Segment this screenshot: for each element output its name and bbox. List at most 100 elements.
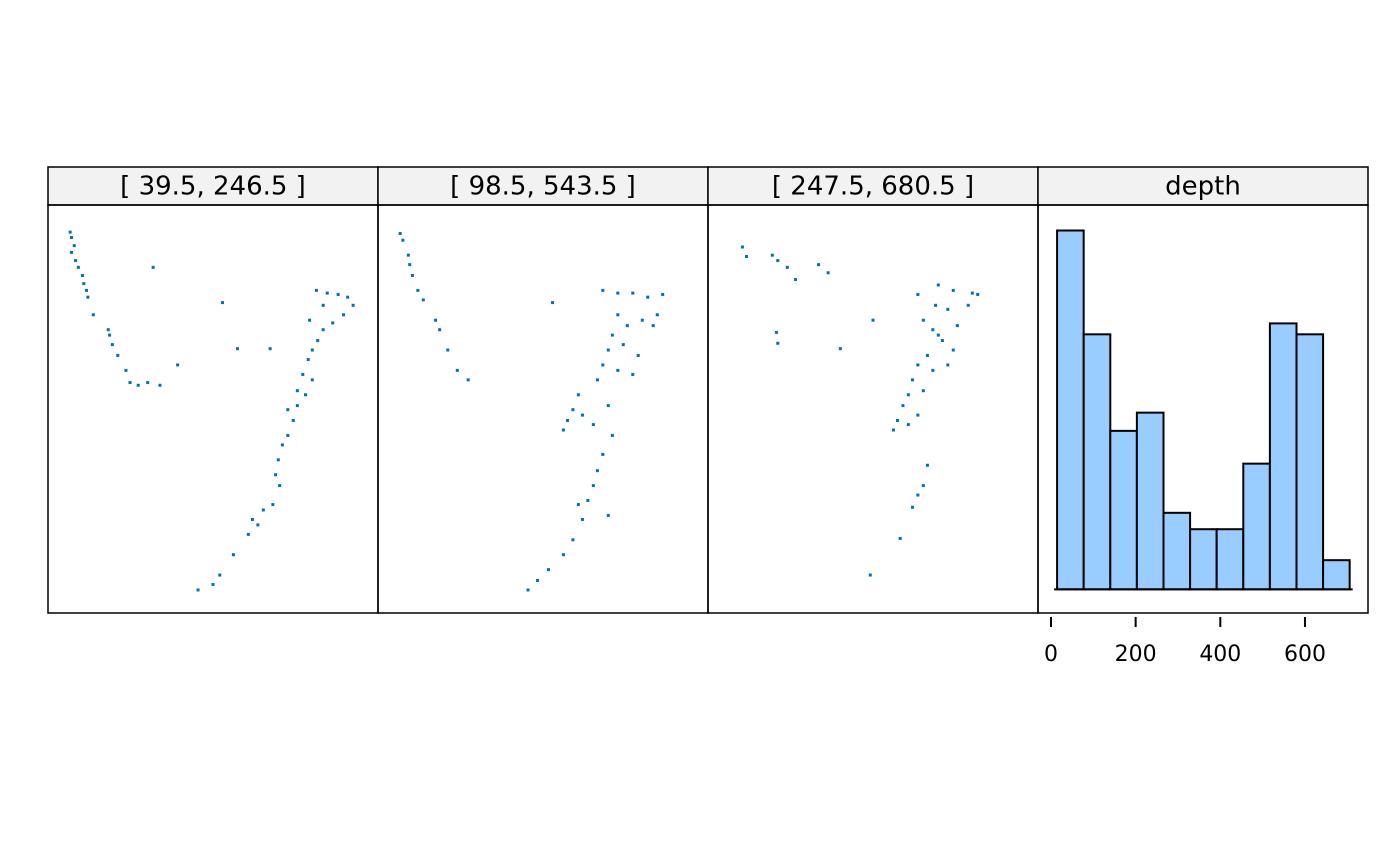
point xyxy=(271,503,275,507)
point xyxy=(610,433,614,437)
point xyxy=(595,469,599,473)
point xyxy=(651,324,655,328)
point xyxy=(661,292,665,296)
point xyxy=(278,484,282,488)
point xyxy=(211,583,215,587)
point xyxy=(235,347,239,351)
point xyxy=(616,368,620,372)
point xyxy=(321,303,325,307)
point xyxy=(176,363,180,367)
point xyxy=(306,358,310,362)
point xyxy=(303,393,307,397)
point xyxy=(571,408,575,412)
histogram-bar xyxy=(1215,528,1245,591)
point xyxy=(565,419,569,423)
strip-label: [ 247.5, 680.5 ] xyxy=(772,172,974,202)
strip xyxy=(47,166,379,206)
point xyxy=(221,301,225,305)
point xyxy=(398,231,402,235)
point xyxy=(446,348,450,352)
point xyxy=(286,433,290,437)
point xyxy=(84,288,88,292)
point xyxy=(128,381,132,385)
point xyxy=(70,236,74,240)
point xyxy=(906,423,910,427)
point xyxy=(116,353,120,357)
point xyxy=(231,553,235,557)
point xyxy=(136,383,140,387)
histogram-bar xyxy=(1189,528,1218,591)
point xyxy=(774,330,778,334)
point xyxy=(925,463,929,467)
point xyxy=(74,259,78,263)
histogram-bar xyxy=(1322,559,1351,591)
point xyxy=(936,283,940,287)
point xyxy=(280,443,284,447)
point xyxy=(146,381,150,385)
point xyxy=(934,303,938,307)
point xyxy=(606,404,610,408)
point xyxy=(776,341,780,345)
point xyxy=(646,295,650,299)
point xyxy=(526,588,530,592)
point xyxy=(256,523,260,527)
point xyxy=(595,378,599,382)
point xyxy=(342,313,346,317)
strip-label: [ 98.5, 543.5 ] xyxy=(450,172,636,202)
point xyxy=(301,372,305,376)
point xyxy=(408,263,412,267)
point xyxy=(871,318,875,322)
point xyxy=(744,255,748,259)
point xyxy=(606,348,610,352)
panel-border xyxy=(707,204,1039,614)
point xyxy=(925,353,929,357)
point xyxy=(936,333,940,337)
point xyxy=(416,288,420,292)
point xyxy=(406,253,410,257)
point xyxy=(955,324,959,328)
point xyxy=(331,321,335,325)
point xyxy=(625,324,629,328)
point xyxy=(785,265,789,269)
point xyxy=(421,298,425,302)
point xyxy=(434,318,438,322)
point xyxy=(601,288,605,292)
point xyxy=(591,484,595,488)
point xyxy=(906,393,910,397)
point xyxy=(966,303,970,307)
histogram-bar xyxy=(1242,462,1271,591)
point xyxy=(916,292,920,296)
point xyxy=(940,339,944,343)
point xyxy=(580,517,584,521)
point xyxy=(921,318,925,322)
point xyxy=(838,347,842,351)
point xyxy=(295,389,299,393)
point xyxy=(106,328,110,332)
point xyxy=(655,313,659,317)
point xyxy=(551,301,555,305)
point xyxy=(601,452,605,456)
point xyxy=(325,291,329,295)
point xyxy=(151,265,155,269)
point xyxy=(346,295,350,299)
point xyxy=(86,295,90,299)
point xyxy=(606,513,610,517)
point xyxy=(561,428,565,432)
point xyxy=(616,313,620,317)
point xyxy=(826,271,830,275)
point xyxy=(921,389,925,393)
point xyxy=(580,413,584,417)
histogram-bar xyxy=(1056,229,1085,591)
point xyxy=(438,328,442,332)
point xyxy=(610,333,614,337)
point xyxy=(901,404,905,408)
point xyxy=(108,333,112,337)
point xyxy=(776,259,780,263)
point xyxy=(308,318,312,322)
point xyxy=(817,263,821,267)
point xyxy=(261,508,265,512)
point xyxy=(218,573,222,577)
point xyxy=(110,343,114,347)
point xyxy=(586,498,590,502)
point xyxy=(916,363,920,367)
